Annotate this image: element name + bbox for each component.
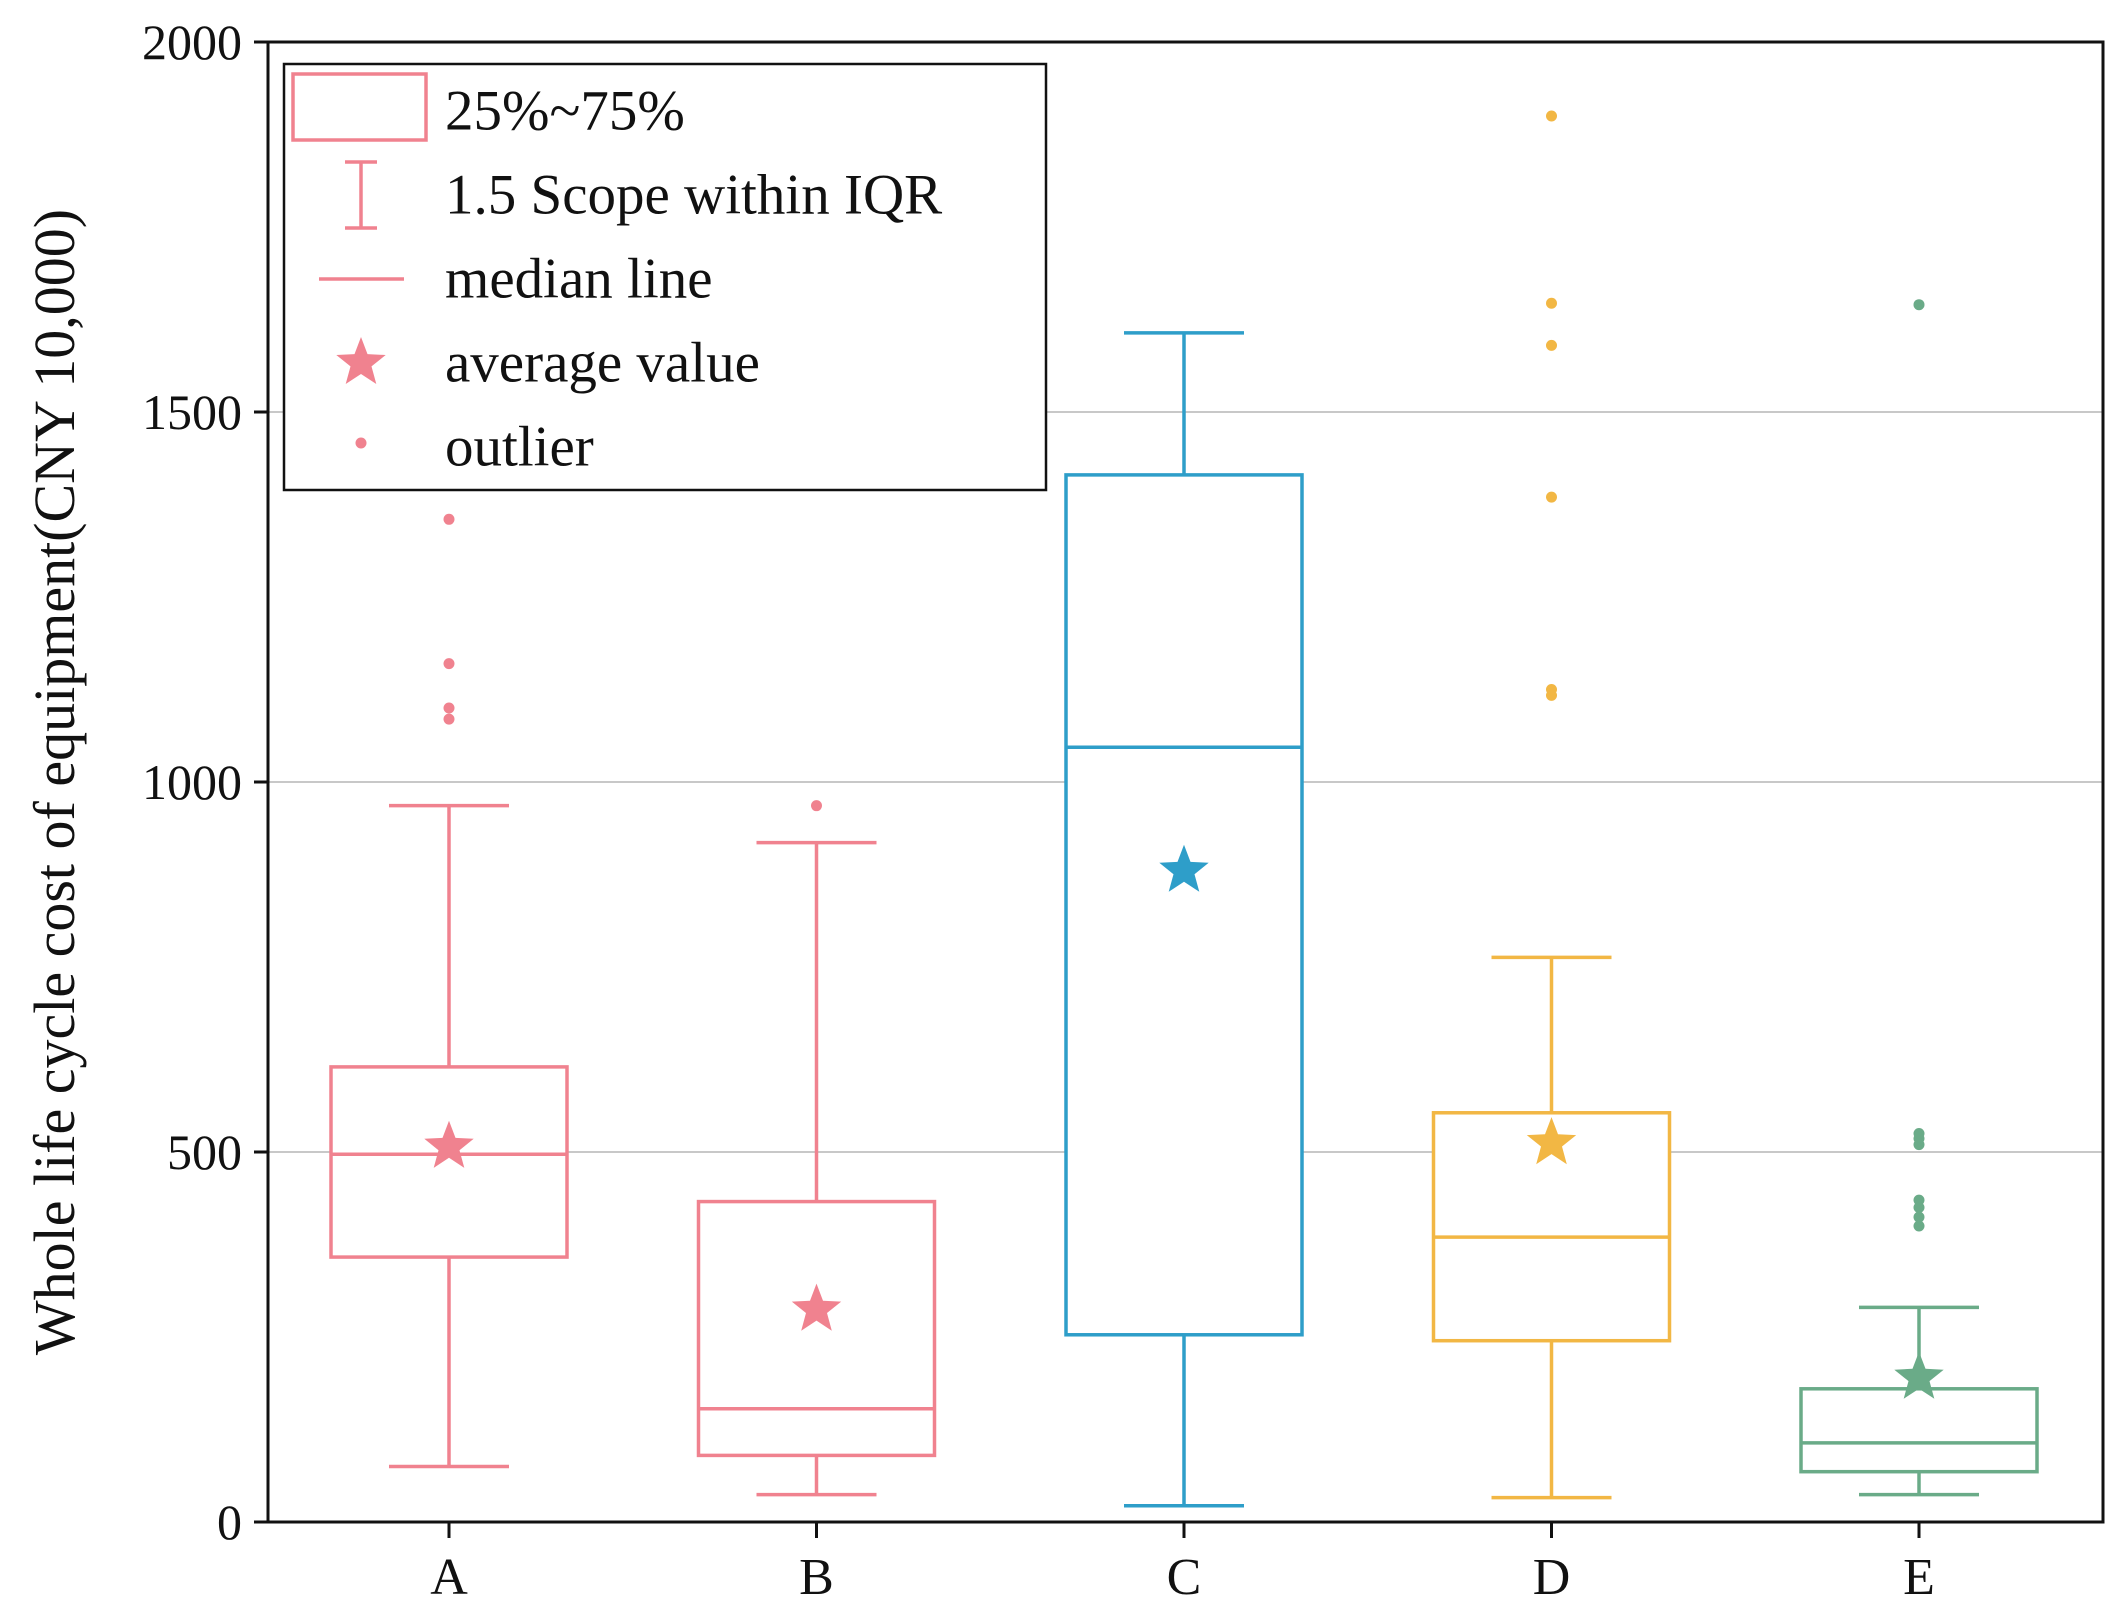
- legend-dot-swatch: [355, 437, 367, 449]
- x-tick-label-B: B: [799, 1549, 834, 1606]
- box-group-D: [1431, 110, 1672, 1500]
- iqr-box: [1799, 1387, 2039, 1474]
- legend-box-swatch: [291, 72, 428, 142]
- y-tick-label: 1000: [142, 754, 242, 810]
- outlier-point: [1546, 491, 1557, 503]
- outlier-point: [1546, 339, 1557, 351]
- outlier-point: [811, 800, 822, 812]
- legend-star-swatch: [336, 337, 386, 384]
- y-tick-label: 2000: [142, 14, 242, 70]
- outlier-point: [443, 713, 455, 725]
- outlier-point: [1546, 297, 1557, 309]
- box-group-B: [696, 800, 937, 1497]
- box-group-A: [329, 513, 569, 1469]
- mean-star: [791, 1283, 842, 1331]
- outlier-point: [443, 513, 455, 525]
- x-tick-label-D: D: [1533, 1549, 1571, 1606]
- outlier-point: [1913, 1220, 1925, 1232]
- legend-label: median line: [445, 248, 713, 311]
- legend-label: average value: [445, 332, 760, 395]
- legend-label: 1.5 Scope within IQR: [445, 164, 942, 227]
- box-group-C: [1064, 331, 1304, 1508]
- outlier-point: [443, 658, 455, 670]
- y-axis-label: Whole life cycle cost of equipment(CNY 1…: [22, 209, 87, 1355]
- outlier-point: [1913, 1128, 1925, 1139]
- legend: 25%~75% 1.5 Scope within IQR median line av…: [282, 62, 1048, 492]
- box-group-E: [1799, 299, 2039, 1497]
- outlier-point: [1546, 684, 1557, 695]
- axes: 0 500 1000 1500 2000 A B C D E: [142, 14, 1935, 1606]
- mean-star: [1526, 1117, 1577, 1165]
- x-tick-label-A: A: [430, 1549, 468, 1606]
- legend-label: outlier: [445, 416, 594, 479]
- mean-star: [1159, 844, 1209, 892]
- outlier-point: [1913, 1194, 1925, 1206]
- mean-star: [1894, 1351, 1944, 1399]
- x-tick-label-C: C: [1167, 1549, 1202, 1606]
- legend-label: 25%~75%: [445, 80, 685, 143]
- mean-star: [424, 1120, 474, 1168]
- outlier-point: [1913, 299, 1925, 311]
- y-tick-label: 500: [167, 1124, 242, 1180]
- y-tick-label: 0: [217, 1494, 242, 1550]
- outlier-point: [1913, 1211, 1925, 1223]
- x-tick-label-E: E: [1903, 1549, 1935, 1606]
- outlier-point: [443, 702, 455, 714]
- iqr-box: [329, 1065, 569, 1259]
- y-tick-label: 1500: [142, 384, 242, 440]
- iqr-box: [696, 1199, 937, 1458]
- iqr-box: [1064, 473, 1304, 1337]
- box-series: [329, 110, 2039, 1508]
- outlier-point: [1546, 110, 1557, 122]
